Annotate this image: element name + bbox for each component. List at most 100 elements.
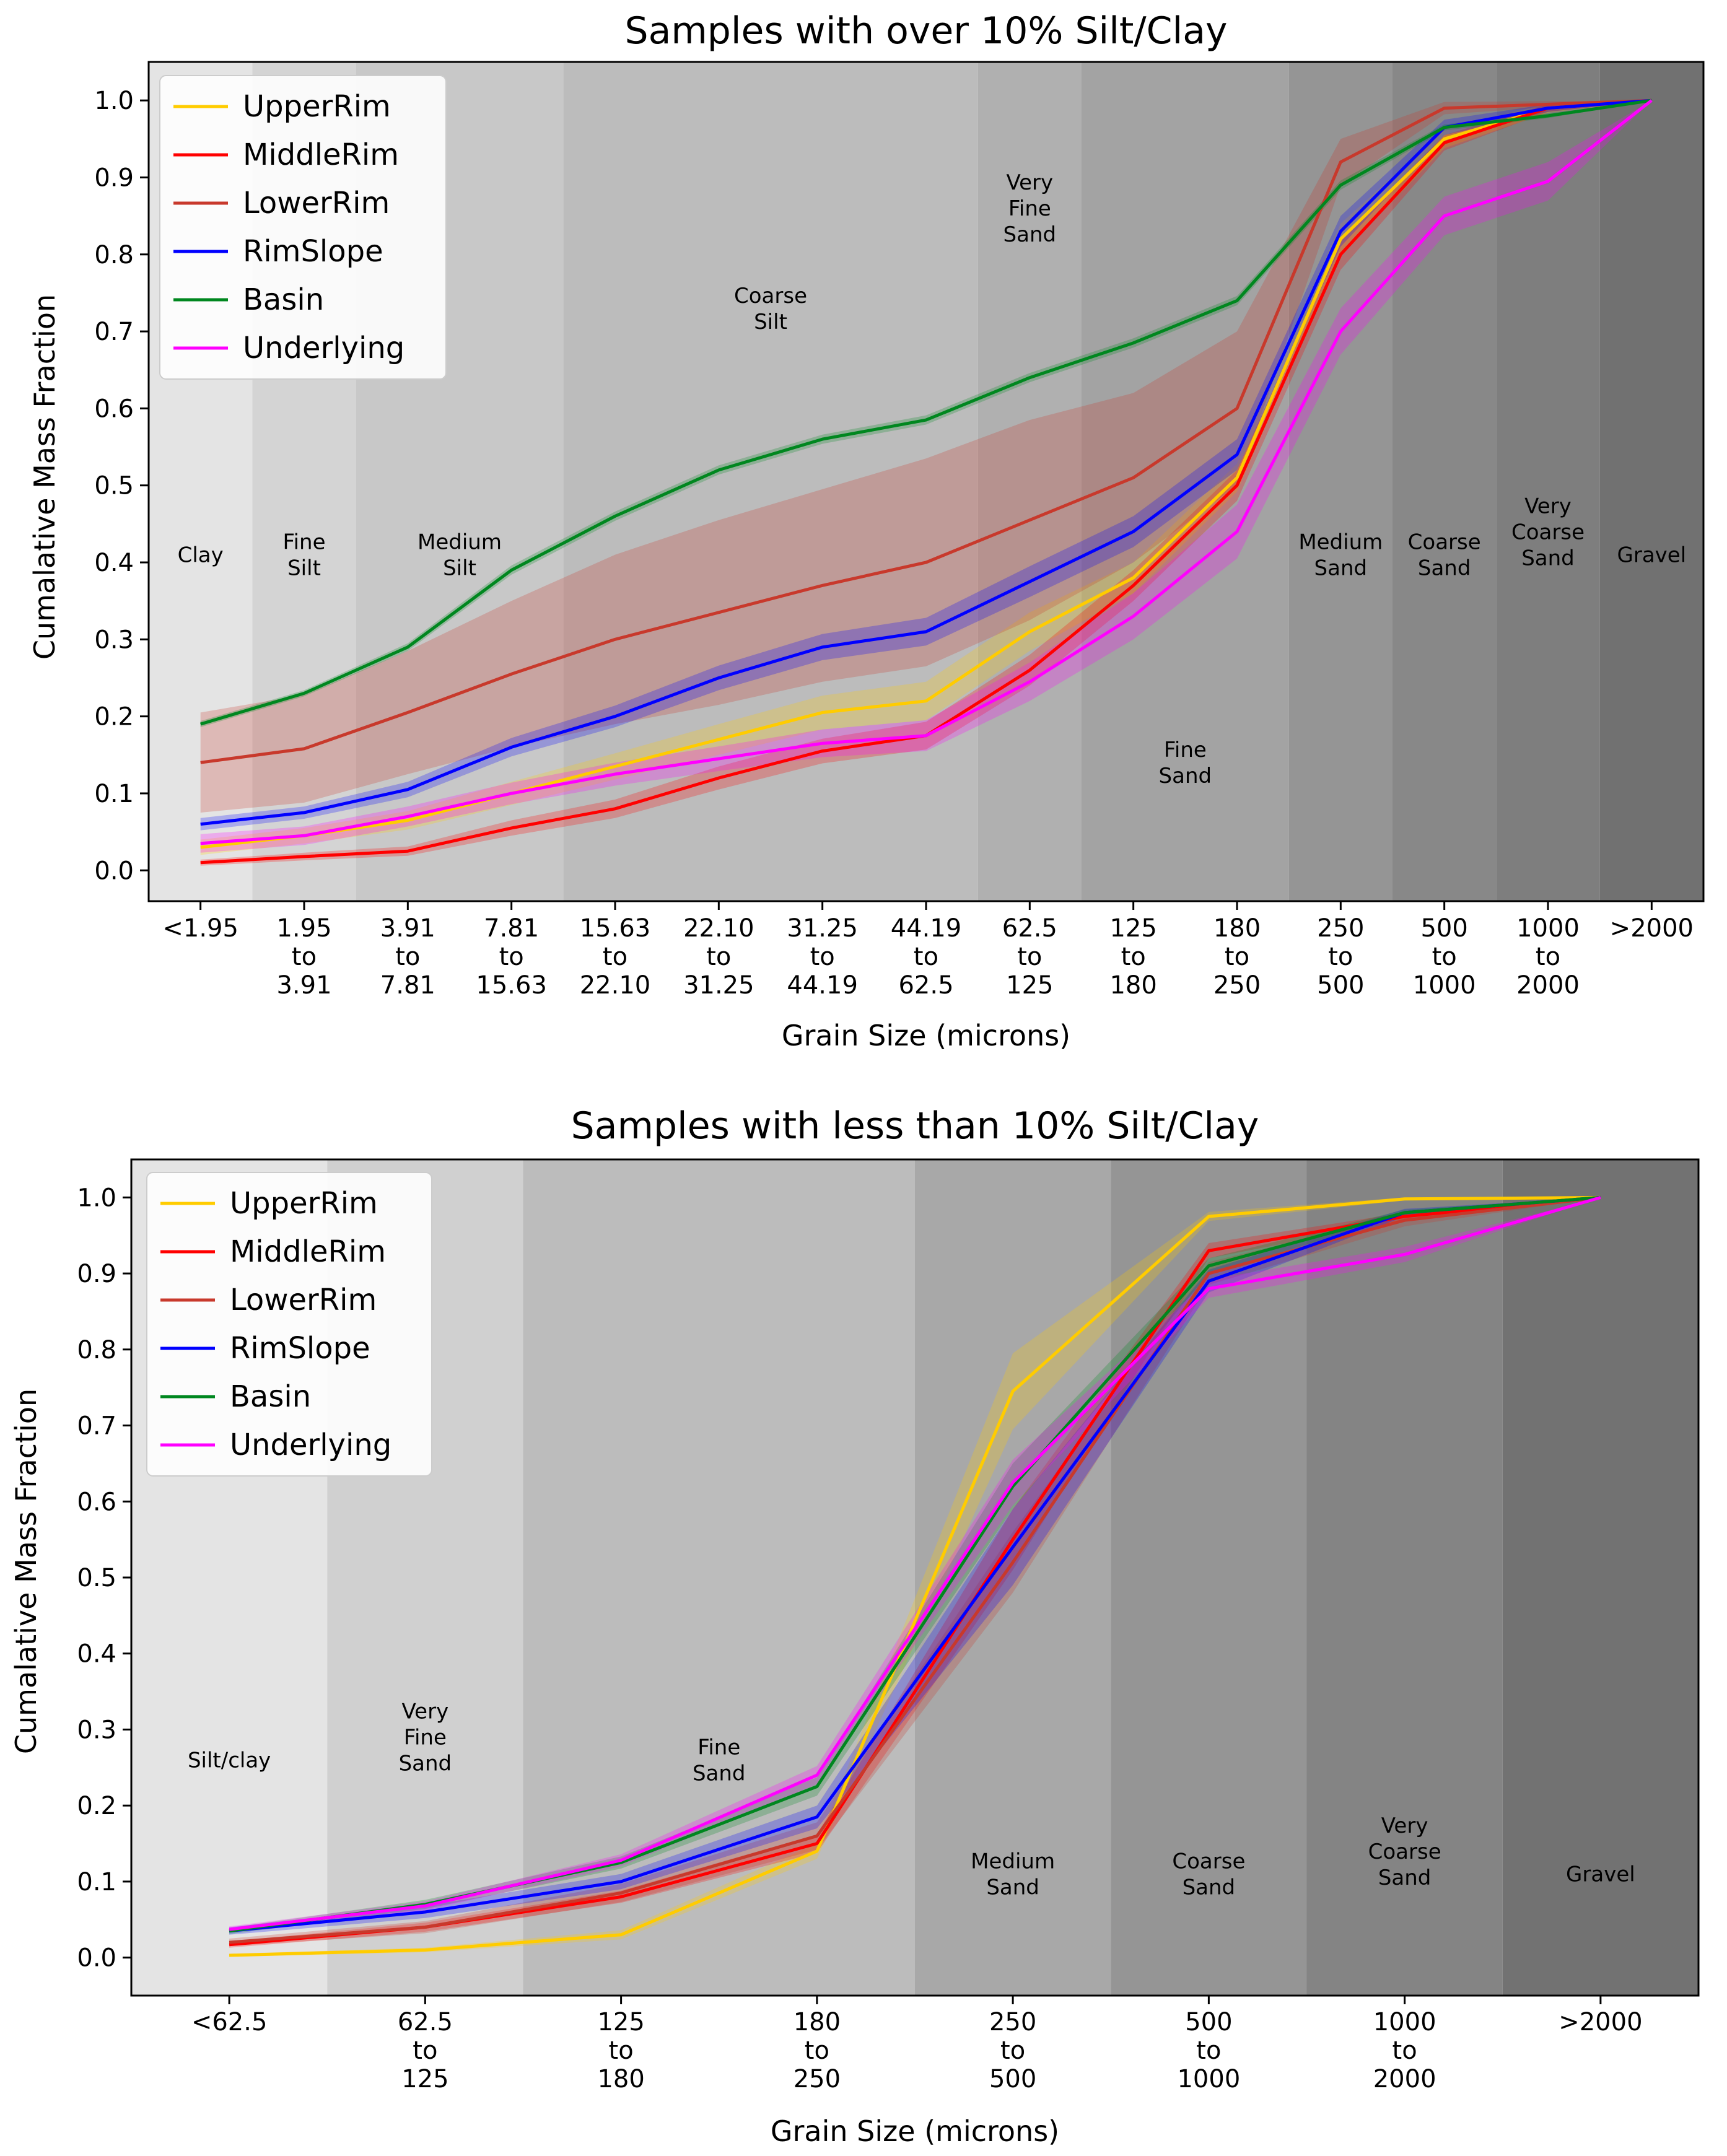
x-tick-label-line: 125 [597, 2008, 644, 2036]
legend: UpperRim MiddleRim LowerRim RimSlope Basin Un… [159, 75, 447, 380]
legend-label-lowerrim: LowerRim [243, 186, 390, 220]
y-tick-label: 0.4 [94, 549, 134, 577]
x-tick-label-line: 62.5 [398, 2008, 453, 2036]
x-tick-label: 1000 to 2000 [1516, 914, 1580, 1000]
x-tick-label-line: to [706, 943, 731, 971]
legend-label-upperrim: UpperRim [243, 89, 391, 124]
y-tick-label: 0.3 [77, 1716, 116, 1744]
x-tick-label-line: to [1225, 943, 1249, 971]
confidence-bands [200, 100, 1652, 866]
legend-label-lowerrim: LowerRim [230, 1283, 377, 1317]
x-tick-label-line: 15.63 [580, 914, 651, 943]
region-label-line: Clay [178, 543, 224, 568]
region-label-line: Fine [283, 530, 326, 555]
x-tick-label-line: to [1536, 943, 1560, 971]
region-label-very-coarse-sand: Very Coarse Sand [1511, 494, 1585, 570]
series-line-underlying [200, 99, 1653, 845]
region-label-line: Fine [404, 1726, 447, 1750]
y-tick-label: 0.7 [94, 318, 134, 346]
region-label-line: Very [402, 1700, 449, 1724]
y-tick-label: 0.6 [77, 1488, 116, 1516]
x-tick-label-line: 250 [1317, 914, 1364, 943]
x-tick-label-line: 500 [1185, 2008, 1232, 2036]
x-tick-label: 62.5 to 125 [1002, 914, 1057, 1000]
y-tick-label: 0.4 [77, 1640, 116, 1669]
series-line-rimslope [229, 1195, 1601, 1933]
region-medium-sand [1288, 62, 1393, 901]
x-tick-label-line: 1000 [1413, 971, 1476, 1000]
x-tick-label-line: 31.25 [787, 914, 858, 943]
region-label-line: Sand [693, 1761, 746, 1786]
series-line-lowerrim [200, 98, 1652, 764]
x-tick-label: 15.63 to 22.10 [580, 914, 651, 1000]
x-tick-label: 125 to 180 [597, 2008, 644, 2093]
x-tick-label-line: 180 [1213, 914, 1261, 943]
x-tick-label-line: 2000 [1373, 2065, 1436, 2093]
y-tick-label: 0.6 [94, 395, 134, 423]
x-tick-label-line: to [499, 943, 524, 971]
x-tick-label-line: >2000 [1610, 914, 1694, 943]
x-tick-label-line: to [413, 2036, 437, 2065]
x-tick-label-line: to [609, 2036, 634, 2065]
x-tick-label: 1.95 to 3.91 [276, 914, 331, 1000]
region-label-line: Coarse [1408, 530, 1481, 555]
x-tick-label-line: 62.5 [1002, 914, 1057, 943]
region-label-line: Sand [399, 1752, 452, 1776]
y-tick-label: 0.8 [77, 1336, 116, 1364]
region-very-fine-sand [977, 62, 1082, 901]
x-tick-label-line: to [1432, 943, 1457, 971]
x-tick-label-line: 180 [794, 2008, 841, 2036]
legend-label-middlerim: MiddleRim [243, 137, 399, 172]
region-label-line: Sand [1159, 764, 1212, 788]
region-label-fine-silt: Fine Silt [283, 530, 326, 581]
x-tick-label-line: 180 [1109, 971, 1156, 1000]
legend-label-rimslope: RimSlope [230, 1331, 370, 1366]
x-tick-label-line: 180 [597, 2065, 644, 2093]
x-tick-label-line: >2000 [1559, 2008, 1642, 2036]
region-coarse-sand [1111, 1159, 1307, 1996]
region-label-line: Gravel [1566, 1862, 1635, 1887]
x-tick-label-line: 1000 [1177, 2065, 1240, 2093]
region-very-coarse-sand [1496, 62, 1600, 901]
x-tick-label: 1000 to 2000 [1373, 2008, 1436, 2093]
region-label-gravel: Gravel [1617, 543, 1687, 568]
x-tick-label-line: 125 [1006, 971, 1053, 1000]
x-tick-label: 7.81 to 15.63 [476, 914, 547, 1000]
legend-label-underlying: Underlying [243, 331, 404, 365]
y-tick-label: 0.7 [77, 1412, 116, 1441]
region-label-medium-silt: Medium Silt [418, 530, 502, 581]
x-tick-label: 62.5 to 125 [398, 2008, 453, 2093]
y-tick-label: 0.5 [94, 472, 134, 500]
y-tick-label: 0.3 [94, 626, 134, 654]
y-axis-label: Cumalative Mass Fraction [9, 1389, 43, 1754]
chart-under-10pct: Samples with less than 10% Silt/Clay Cum… [9, 1104, 1700, 2148]
x-tick-label: 31.25 to 44.19 [787, 914, 858, 1000]
y-tick-label: 0.9 [77, 1260, 116, 1288]
chart-title: Samples with over 10% Silt/Clay [625, 9, 1228, 53]
y-tick-label: 0.0 [77, 1944, 116, 1973]
region-label-medium-sand: Medium Sand [971, 1849, 1055, 1900]
x-tick-label-line: <1.95 [162, 914, 238, 943]
x-tick-label: >2000 [1610, 914, 1694, 943]
band-lowerrim [200, 100, 1652, 813]
band-upperrim [200, 100, 1652, 855]
legend-box [159, 75, 447, 380]
x-tick-label: 180 to 250 [1213, 914, 1261, 1000]
y-tick-label: 0.9 [94, 164, 134, 192]
x-axis-label: Grain Size (microns) [771, 2115, 1059, 2148]
region-label-line: Fine [1164, 738, 1207, 762]
region-label-line: Sand [1378, 1866, 1432, 1890]
x-tick-label-line: 15.63 [476, 971, 547, 1000]
x-tick-label: <62.5 [191, 2008, 268, 2036]
y-tick-label: 1.0 [77, 1184, 116, 1212]
x-tick-label-line: to [1328, 943, 1353, 971]
region-label-line: Gravel [1617, 543, 1687, 568]
legend-box [146, 1172, 432, 1477]
x-tick-label-line: 3.91 [276, 971, 331, 1000]
x-tick-label: 250 to 500 [1317, 914, 1364, 1000]
y-tick-label: 0.0 [94, 857, 134, 885]
x-tick-label-line: 44.19 [891, 914, 962, 943]
x-tick-label: <1.95 [162, 914, 238, 943]
x-tick-label-line: 3.91 [380, 914, 435, 943]
